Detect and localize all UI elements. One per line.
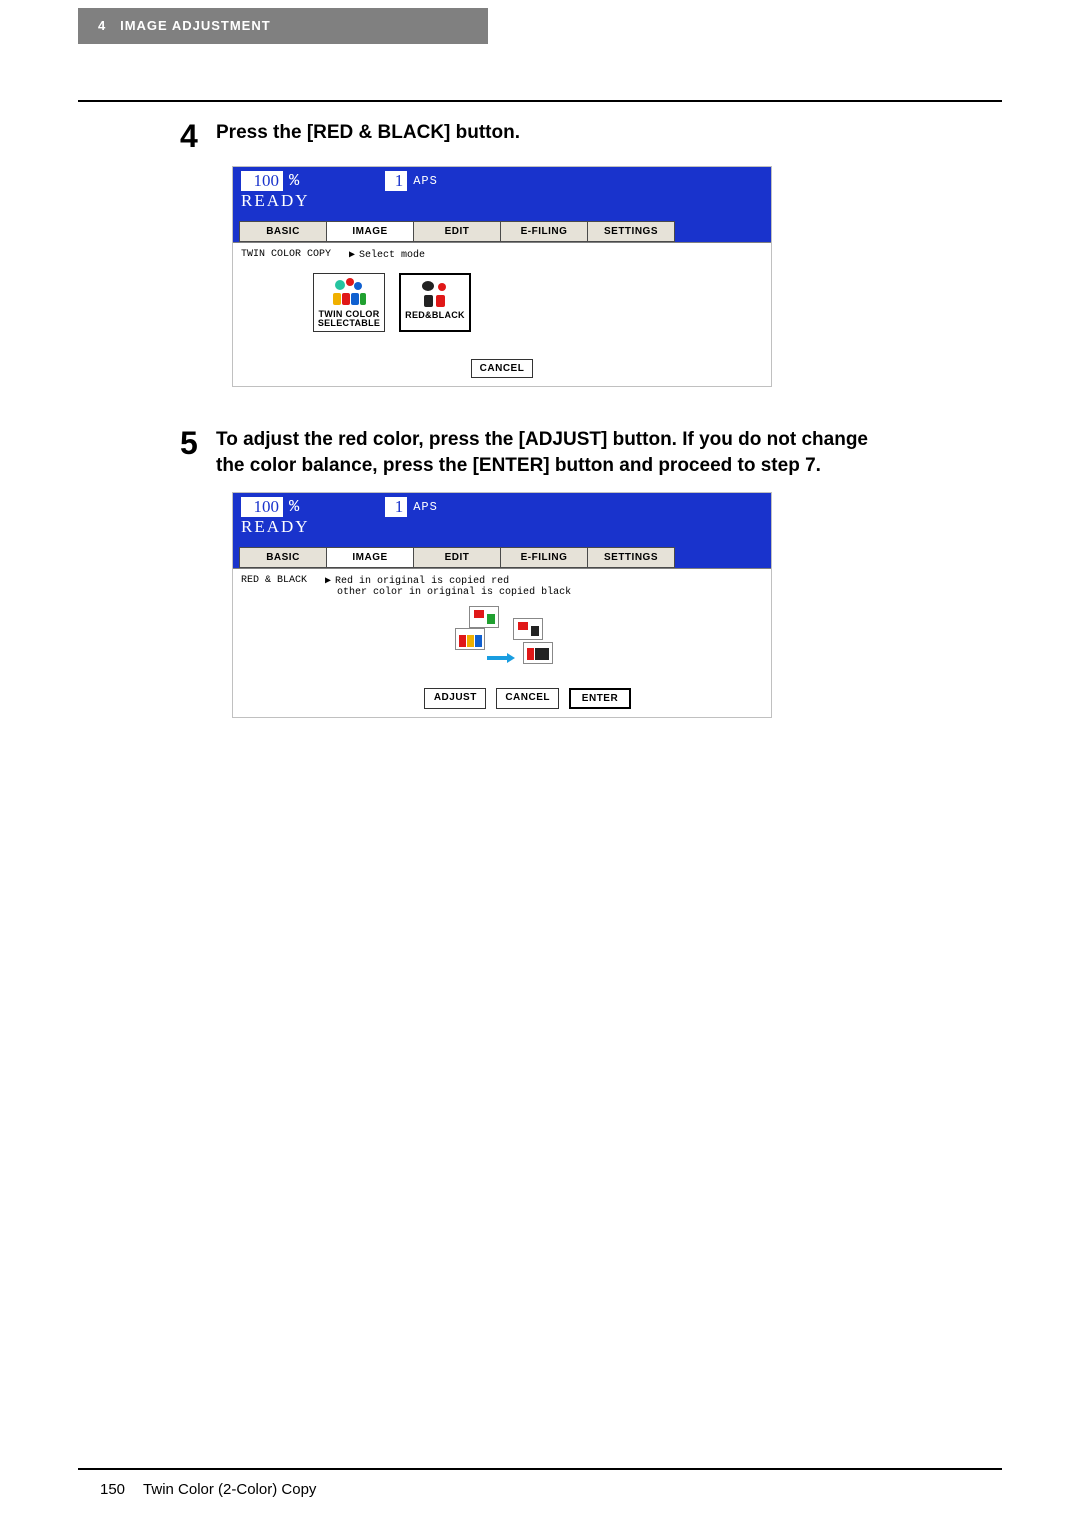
tab-basic[interactable]: BASIC <box>239 221 327 242</box>
copies-value: 1 <box>385 171 407 191</box>
printer-screen-2: 100 % 1 APS READY BASIC IMAGE EDIT E-FIL… <box>232 492 772 718</box>
step-4-number: 4 <box>180 120 216 152</box>
tab-efiling[interactable]: E-FILING <box>500 221 588 242</box>
copies-value: 1 <box>385 497 407 517</box>
step-5-number: 5 <box>180 427 216 459</box>
step-5-text: To adjust the red color, press the [ADJU… <box>216 427 880 478</box>
aps-indicator: APS <box>413 174 438 188</box>
zoom-value: 100 <box>241 171 283 191</box>
tab-image[interactable]: IMAGE <box>326 221 414 242</box>
adjust-button[interactable]: ADJUST <box>424 688 486 709</box>
cancel-button[interactable]: CANCEL <box>496 688 559 709</box>
tab-basic[interactable]: BASIC <box>239 547 327 568</box>
screen1-footer: CANCEL <box>233 353 771 386</box>
twin-color-selectable-button[interactable]: TWIN COLORSELECTABLE <box>313 273 385 332</box>
tab-settings[interactable]: SETTINGS <box>587 547 675 568</box>
cancel-button[interactable]: CANCEL <box>471 359 534 378</box>
screen1-header: 100 % 1 APS READY <box>233 167 771 221</box>
tab-image[interactable]: IMAGE <box>326 547 414 568</box>
prompt-arrow-icon: ▶ <box>349 250 355 261</box>
ready-status: READY <box>241 517 763 537</box>
screen2-body: RED & BLACK ▶ Red in original is copied r… <box>233 569 771 682</box>
tab-settings[interactable]: SETTINGS <box>587 221 675 242</box>
screen1-body: TWIN COLOR COPY ▶ Select mode <box>233 243 771 353</box>
screen2-desc1: Red in original is copied red <box>335 576 509 587</box>
zoom-unit: % <box>289 172 299 191</box>
tab-edit[interactable]: EDIT <box>413 221 501 242</box>
copy-illustration-icon <box>447 606 557 672</box>
palette-color-icon <box>330 278 368 308</box>
screen2-crumb: RED & BLACK <box>241 575 307 586</box>
screen2-tabs: BASIC IMAGE EDIT E-FILING SETTINGS <box>233 547 771 569</box>
page-number: 150 <box>100 1481 125 1498</box>
ready-status: READY <box>241 191 763 211</box>
twin-color-label: TWIN COLORSELECTABLE <box>318 309 380 328</box>
step-4-text: Press the [RED & BLACK] button. <box>216 120 880 146</box>
chapter-number: 4 <box>98 18 106 33</box>
tab-efiling[interactable]: E-FILING <box>500 547 588 568</box>
chapter-title: IMAGE ADJUSTMENT <box>120 18 271 33</box>
red-black-label: RED&BLACK <box>405 310 465 320</box>
zoom-unit: % <box>289 498 299 517</box>
aps-indicator: APS <box>413 500 438 514</box>
enter-button[interactable]: ENTER <box>569 688 631 709</box>
red-black-button[interactable]: RED&BLACK <box>399 273 471 332</box>
screen2-footer: ADJUST CANCEL ENTER <box>233 682 771 717</box>
screen2-header: 100 % 1 APS READY <box>233 493 771 547</box>
divider-top <box>78 100 1002 102</box>
page-footer: 150 Twin Color (2-Color) Copy <box>100 1481 316 1498</box>
printer-screen-1: 100 % 1 APS READY BASIC IMAGE EDIT E-FIL… <box>232 166 772 387</box>
screen2-desc2: other color in original is copied black <box>337 587 571 598</box>
step-5: 5 To adjust the red color, press the [AD… <box>180 427 880 718</box>
divider-bottom <box>78 1468 1002 1470</box>
screen1-tabs: BASIC IMAGE EDIT E-FILING SETTINGS <box>233 221 771 243</box>
red-black-icon <box>416 279 454 309</box>
tab-edit[interactable]: EDIT <box>413 547 501 568</box>
step-4: 4 Press the [RED & BLACK] button. 100 % … <box>180 120 880 387</box>
chapter-header: 4 IMAGE ADJUSTMENT <box>78 8 488 44</box>
zoom-value: 100 <box>241 497 283 517</box>
screen1-crumb: TWIN COLOR COPY <box>241 249 331 260</box>
footer-title: Twin Color (2-Color) Copy <box>143 1481 316 1498</box>
content-area: 4 Press the [RED & BLACK] button. 100 % … <box>180 120 880 758</box>
prompt-arrow-icon: ▶ <box>325 576 331 587</box>
screen1-prompt: Select mode <box>359 250 425 261</box>
